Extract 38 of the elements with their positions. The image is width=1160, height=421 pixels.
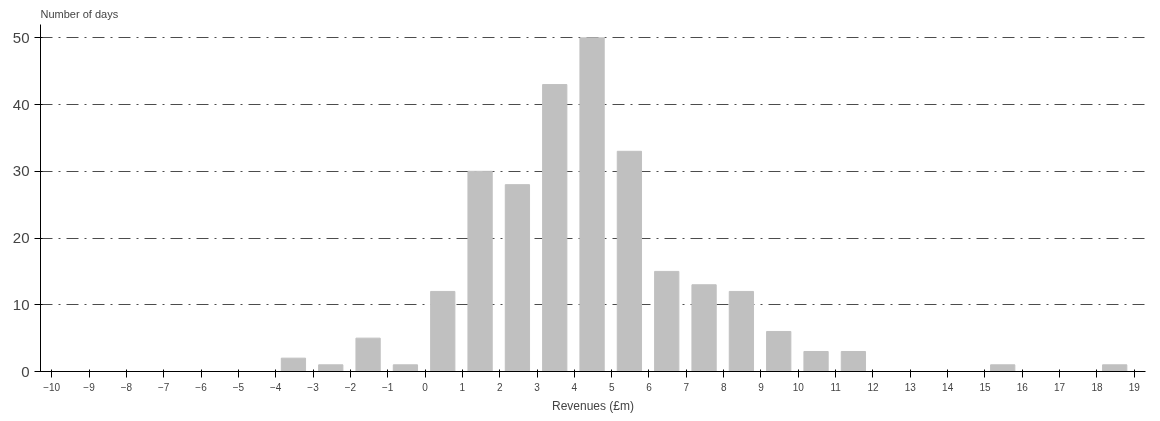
x-tick-label: 13 (904, 381, 917, 393)
x-tick-label: 0 (422, 381, 429, 393)
x-tick-label: 6 (646, 381, 653, 393)
x-tick-label: −2 (344, 381, 357, 393)
y-tick-label: 30 (12, 162, 30, 180)
x-tick-label: −8 (120, 381, 133, 393)
y-tick-label: 40 (12, 95, 30, 113)
x-tick-label: 14 (942, 381, 954, 393)
x-tick-label: 11 (830, 381, 842, 393)
x-tick-label: −5 (232, 381, 245, 393)
x-tick-label: 1 (459, 381, 466, 393)
x-axis-title: Revenues (£m) (551, 398, 635, 413)
x-tick-label: −9 (83, 381, 96, 393)
x-tick-label: 3 (534, 381, 541, 393)
x-tick-label: −6 (195, 381, 208, 393)
x-tick-label: 18 (1091, 381, 1103, 393)
x-tick-label: −10 (43, 381, 61, 393)
x-tick-label: −4 (269, 381, 282, 393)
x-tick-label: 2 (496, 381, 503, 393)
x-tick-label: 7 (683, 381, 690, 393)
x-tick-label: −3 (307, 381, 320, 393)
y-tick-label: 50 (12, 28, 30, 46)
x-tick-label: 8 (720, 381, 727, 393)
x-tick-label: 19 (1128, 381, 1141, 393)
y-tick-label: 20 (12, 229, 30, 247)
x-tick-label: −1 (381, 381, 394, 393)
x-tick-label: 15 (979, 381, 991, 393)
x-tick-label: 16 (1016, 381, 1029, 393)
x-tick-label: 17 (1054, 381, 1066, 393)
x-tick-label: −7 (157, 381, 170, 393)
x-tick-label: 4 (571, 381, 578, 393)
x-tick-label: 5 (608, 381, 615, 393)
y-tick-label: 10 (12, 295, 30, 313)
y-axis-title: Number of days (40, 7, 119, 20)
x-tick-label: 9 (758, 381, 765, 393)
x-tick-label: 10 (792, 381, 805, 393)
y-tick-label: 0 (21, 362, 30, 380)
x-tick-label: 12 (867, 381, 879, 393)
